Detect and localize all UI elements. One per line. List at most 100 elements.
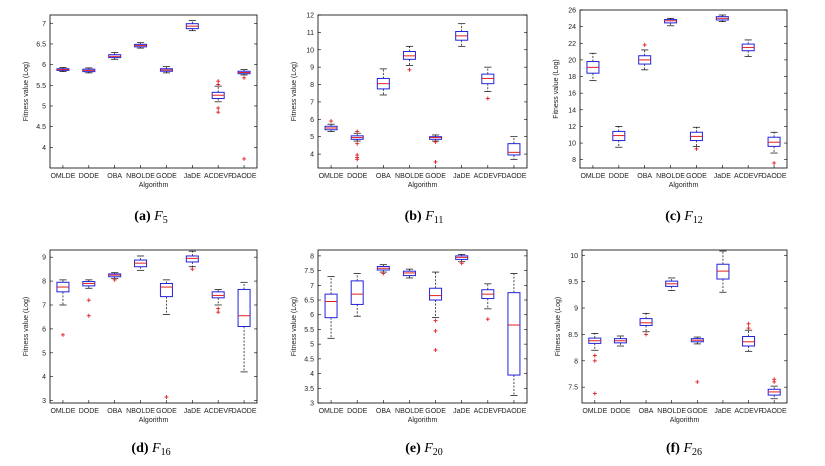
outlier-marker <box>164 395 169 400</box>
x-tick-label-omlde: OMLDE <box>50 408 75 415</box>
outlier-marker <box>485 96 490 101</box>
box-dode <box>613 335 627 347</box>
y-axis-label: Fitness value (Log) <box>23 297 30 357</box>
caption-subscript: 20 <box>433 447 443 458</box>
box-oba <box>638 42 652 71</box>
outlier-marker <box>592 358 597 363</box>
boxplot-panel-3: 8 10 12 14 16 18 20 22 24 26 OMLDE DODE OBA NBOLDE GOD… <box>553 8 788 226</box>
caption-label: (a) <box>134 209 154 224</box>
box-oba <box>108 272 122 282</box>
caption-label: (b) <box>405 209 426 224</box>
x-tick-label-oba: OBA <box>107 408 122 415</box>
y-tick-label: 7 <box>42 302 46 309</box>
x-tick-label-daode: DAODE <box>762 173 787 180</box>
outlier-marker <box>381 271 386 276</box>
box-daode <box>507 136 521 160</box>
y-tick-label: 3 <box>42 398 46 405</box>
box-iqr <box>639 318 653 326</box>
box-gode <box>689 126 703 151</box>
outlier-marker <box>642 42 647 47</box>
y-tick-label: 8 <box>574 358 578 365</box>
x-tick-label-nbolde: NBOLDE <box>395 408 424 415</box>
y-tick-label: 6.5 <box>36 41 46 48</box>
box-daode <box>767 131 781 166</box>
x-tick-label-oba: OBA <box>637 173 652 180</box>
y-tick-label: 4 <box>42 145 46 152</box>
y-tick-label: 14 <box>568 107 576 114</box>
x-tick-label-gode: GODE <box>156 408 177 415</box>
panel-caption: (b) F11 <box>405 209 444 226</box>
box-gode <box>690 336 704 384</box>
x-tick-label-omlde: OMLDE <box>582 408 607 415</box>
outlier-marker <box>407 67 412 72</box>
y-tick-label: 3.5 <box>304 386 314 393</box>
outlier-marker <box>433 139 438 144</box>
x-axis-label: Algorithm <box>408 182 438 189</box>
y-tick-label: 8.5 <box>568 332 578 339</box>
box-nbolde <box>664 17 678 27</box>
outlier-marker <box>216 310 221 315</box>
box-jade <box>185 20 199 32</box>
boxplot-panel-4: 3 4 5 6 7 8 9 OMLDE DODE OBA NBOLDE GODE JaDE ACDEVF D… <box>23 249 258 458</box>
x-tick-label-nbolde: NBOLDE <box>126 408 155 415</box>
caption-function: F <box>682 441 692 456</box>
box-oba <box>639 312 653 337</box>
x-tick-label-gode: GODE <box>425 408 446 415</box>
box-oba <box>108 52 122 60</box>
y-tick-label: 6.5 <box>304 298 314 305</box>
x-tick-label-dode: DODE <box>79 408 100 415</box>
y-tick-label: 10 <box>568 141 576 148</box>
x-tick-label-oba: OBA <box>376 173 391 180</box>
box-gode <box>159 66 173 74</box>
y-tick-label: 9 <box>310 65 314 72</box>
x-tick-label-nbolde: NBOLDE <box>126 173 155 180</box>
y-tick-label: 16 <box>568 91 576 98</box>
caption-subscript: 5 <box>163 215 168 226</box>
x-tick-label-acdevf: ACDEVF <box>734 173 762 180</box>
y-tick-label: 10 <box>306 47 314 54</box>
y-tick-label: 5 <box>42 350 46 357</box>
box-nbolde <box>402 45 416 72</box>
y-tick-label: 4 <box>310 371 314 378</box>
y-tick-label: 5 <box>310 342 314 349</box>
y-axis-label: Fitness value (Log) <box>291 297 298 357</box>
y-tick-label: 3 <box>310 401 314 408</box>
x-tick-label-gode: GODE <box>686 173 707 180</box>
x-tick-label-daode: DAODE <box>762 408 787 415</box>
caption-function: F <box>153 209 163 224</box>
boxplot-panel-5: 3 3.5 4 4.5 5 5.5 6 6.5 7 7.5 8 OMLDE DODE OBA NBOLDE G… <box>291 249 528 458</box>
boxplot-panel-2: 4 5 6 7 8 9 10 11 12 OMLDE DODE OBA NBOLDE GODE JaDE AC… <box>291 13 528 226</box>
caption-subscript: 26 <box>692 447 702 458</box>
box-acdevf <box>211 289 225 315</box>
caption-subscript: 11 <box>434 215 444 226</box>
outlier-marker <box>433 328 438 333</box>
x-tick-label-acdevf: ACDEVF <box>734 408 762 415</box>
x-axis-label: Algorithm <box>670 417 700 424</box>
x-tick-label-daode: DAODE <box>501 173 526 180</box>
caption-label: (d) <box>131 441 152 456</box>
y-tick-label: 9 <box>42 255 46 262</box>
box-iqr <box>237 288 251 327</box>
y-tick-label: 6 <box>310 117 314 124</box>
box-iqr <box>429 287 443 301</box>
panel-caption: (d) F16 <box>131 441 170 458</box>
y-tick-label: 26 <box>568 8 576 15</box>
outlier-marker <box>433 318 438 323</box>
y-tick-label: 5 <box>42 103 46 110</box>
plot-frame <box>581 249 788 404</box>
y-tick-label: 9 <box>574 306 578 313</box>
caption-label: (c) <box>665 209 684 224</box>
x-tick-label-oba: OBA <box>639 408 654 415</box>
x-tick-label-jade: JaDE <box>714 173 731 180</box>
box-jade <box>716 250 730 293</box>
y-tick-label: 22 <box>568 41 576 48</box>
x-tick-label-dode: DODE <box>347 408 368 415</box>
box-dode <box>350 273 364 317</box>
x-tick-label-nbolde: NBOLDE <box>657 408 686 415</box>
y-tick-label: 8 <box>572 157 576 164</box>
x-tick-label-nbolde: NBOLDE <box>395 173 424 180</box>
y-tick-label: 7 <box>310 283 314 290</box>
x-tick-label-acdevf: ACDEVF <box>474 173 502 180</box>
outlier-marker <box>242 75 247 80</box>
box-acdevf <box>211 79 225 115</box>
